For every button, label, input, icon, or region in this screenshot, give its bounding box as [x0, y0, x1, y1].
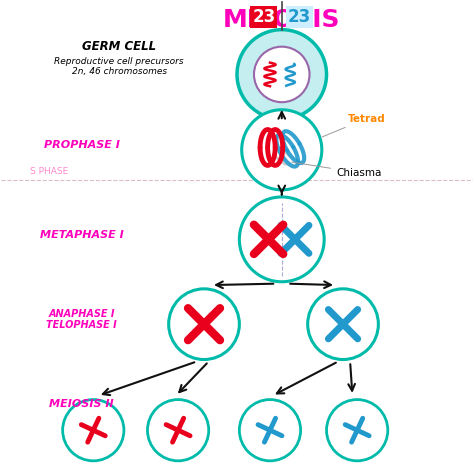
Text: Reproductive cell precursors
2n, 46 chromosomes: Reproductive cell precursors 2n, 46 chro… — [55, 57, 184, 76]
Text: ANAPHASE I
TELOPHASE I: ANAPHASE I TELOPHASE I — [46, 309, 117, 330]
Circle shape — [147, 400, 209, 461]
Text: Tetrad: Tetrad — [322, 114, 385, 137]
Circle shape — [254, 46, 310, 102]
Circle shape — [169, 289, 239, 359]
Circle shape — [239, 400, 301, 461]
Circle shape — [63, 400, 124, 461]
Text: S PHASE: S PHASE — [30, 167, 68, 176]
Text: Chiasma: Chiasma — [292, 162, 381, 178]
Text: 23: 23 — [288, 8, 311, 26]
Text: METAPHASE I: METAPHASE I — [40, 229, 123, 240]
Text: 23: 23 — [252, 8, 275, 26]
Circle shape — [242, 110, 322, 190]
Text: MEIOSIS II: MEIOSIS II — [49, 399, 114, 409]
Text: PROPHASE I: PROPHASE I — [44, 140, 119, 150]
Circle shape — [327, 400, 388, 461]
Text: GERM CELL: GERM CELL — [82, 40, 156, 53]
Text: MEIOSIS: MEIOSIS — [223, 9, 340, 32]
Circle shape — [308, 289, 378, 359]
Circle shape — [237, 30, 327, 119]
Circle shape — [239, 197, 324, 282]
